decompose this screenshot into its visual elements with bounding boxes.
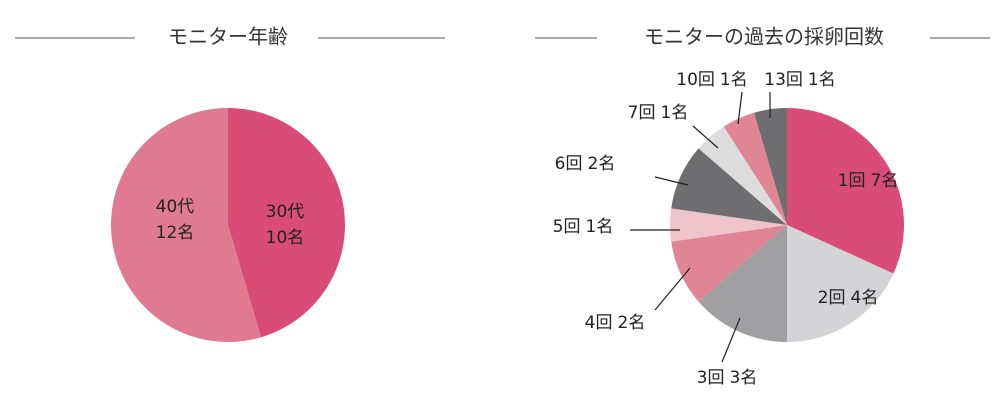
slice-label-group: 10回 1名 <box>676 70 747 90</box>
slice-value: 1名 <box>808 70 836 90</box>
pie-slice <box>111 108 261 343</box>
chart-title: モニター年齢 <box>168 25 288 49</box>
slice-value: 2名 <box>588 154 616 174</box>
slice-label: 10回 <box>676 70 715 90</box>
leader-line <box>721 317 741 363</box>
slice-label-group: 5回 1名 <box>553 217 614 237</box>
slice-label: 1回 <box>838 171 866 191</box>
slice-value: 2名 <box>618 313 646 333</box>
slice-label: 7回 <box>628 103 656 123</box>
slice-value: 4名 <box>851 288 879 308</box>
slice-label: 30代 <box>266 202 305 222</box>
slice-label-group: 2回 4名 <box>818 288 879 308</box>
pie-slice <box>671 148 787 225</box>
pie-slice <box>787 108 904 274</box>
slice-value: 1名 <box>586 217 614 237</box>
pie-slice <box>787 225 894 342</box>
slice-label: 2回 <box>818 288 846 308</box>
slice-label-group: 3回 3名 <box>697 368 758 388</box>
leader-line <box>692 125 719 149</box>
slice-label: 3回 <box>697 368 725 388</box>
pie-slice <box>698 126 787 225</box>
slice-label: 6回 <box>555 154 583 174</box>
slice-label-group: 13回 1名 <box>764 70 835 90</box>
slice-label: 4回 <box>585 313 613 333</box>
slice-value: 3名 <box>730 368 758 388</box>
leader-line <box>654 267 691 311</box>
leader-line <box>654 176 689 186</box>
pie-slice <box>754 108 787 225</box>
slice-label: 40代 <box>156 197 195 217</box>
slice-label: 13回 <box>764 70 803 90</box>
pie-slice <box>698 225 787 342</box>
slice-label: 5回 <box>553 217 581 237</box>
slice-value: 1名 <box>661 103 689 123</box>
slice-label-group: 1回 7名 <box>838 171 899 191</box>
pie-slice <box>723 112 787 225</box>
leader-line <box>737 91 743 125</box>
slice-value: 7名 <box>871 171 899 191</box>
slice-value: 10名 <box>266 228 305 248</box>
slice-value: 1名 <box>720 70 748 90</box>
slice-label-group: 6回 2名 <box>555 154 616 174</box>
slice-label-group: 7回 1名 <box>628 103 689 123</box>
pie-slice <box>670 208 787 242</box>
pie-slice <box>228 108 345 338</box>
pie-slice <box>671 225 787 302</box>
slice-label-group: 4回 2名 <box>585 313 646 333</box>
slice-value: 12名 <box>156 223 195 243</box>
chart-title: モニターの過去の採卵回数 <box>644 25 884 49</box>
